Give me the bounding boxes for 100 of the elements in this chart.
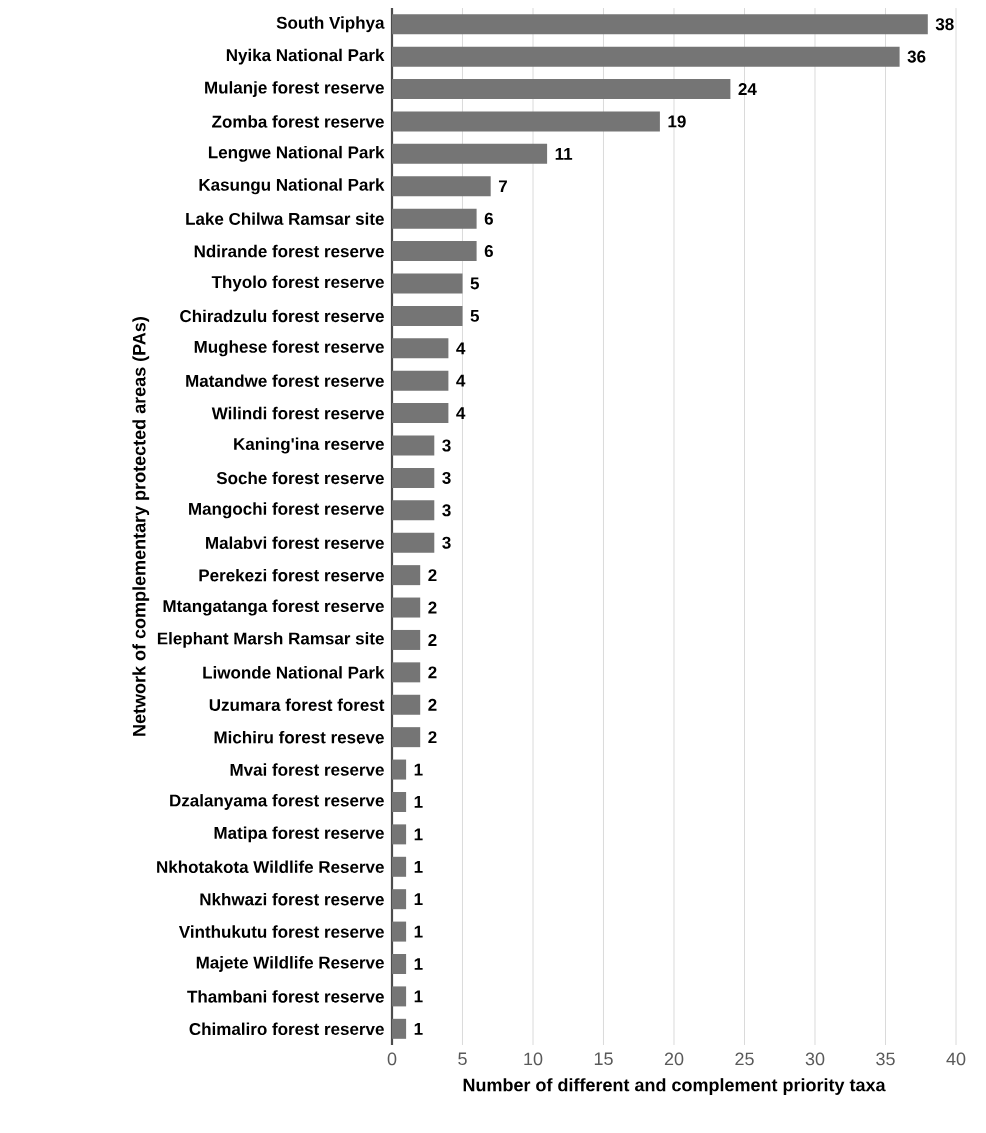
y-tick-label: Thambani forest reserve <box>187 990 384 1003</box>
bar <box>392 694 421 715</box>
data-label: 3 <box>442 439 451 452</box>
bar <box>392 403 449 424</box>
bar <box>392 46 900 67</box>
data-label: 1 <box>414 796 423 808</box>
y-tick-label: Mvai forest reserve <box>230 763 384 776</box>
bar <box>392 467 435 488</box>
bar <box>392 986 407 1007</box>
bar <box>392 208 477 229</box>
x-tick-label: 40 <box>946 1052 966 1066</box>
x-tick-label: 0 <box>387 1052 397 1066</box>
y-tick-label: Majete Wildlife Reserve <box>196 956 384 972</box>
bar <box>392 856 407 877</box>
data-label: 1 <box>414 860 423 873</box>
data-label: 11 <box>555 148 573 160</box>
y-tick-label: Nyika National Park <box>226 48 385 65</box>
data-label: 1 <box>414 893 423 906</box>
data-label: 19 <box>668 115 686 128</box>
y-tick-label: Perekezi forest reserve <box>199 568 384 582</box>
y-tick-label: Mughese forest reserve <box>194 340 384 357</box>
y-tick-label: Kaning'ina reserve <box>234 437 384 454</box>
y-tick-label: Kasungu National Park <box>199 178 385 195</box>
bar <box>392 565 421 586</box>
y-tick-label: Lake Chilwa Ramsar site <box>186 212 384 225</box>
bar <box>392 1018 407 1039</box>
y-tick-label: Elephant Marsh Ramsar site <box>157 632 384 648</box>
y-tick-label: Soche forest reserve <box>216 471 384 485</box>
bar <box>392 338 449 359</box>
bar <box>392 14 928 35</box>
bar <box>392 532 435 553</box>
y-tick-label: Matandwe forest reserve <box>186 374 384 387</box>
bar <box>392 500 435 521</box>
data-label: 6 <box>484 245 493 258</box>
bar <box>392 727 421 748</box>
y-tick-label: Mtangatanga forest reserve <box>163 599 384 616</box>
bar <box>392 824 407 845</box>
y-tick-label: Chiradzulu forest reserve <box>180 309 384 323</box>
y-tick-label: Mangochi forest reserve <box>189 502 384 519</box>
data-label: 3 <box>442 536 451 549</box>
bar <box>392 79 731 100</box>
data-label: 1 <box>414 763 423 776</box>
y-tick-label: Nkhwazi forest reserve <box>200 892 384 906</box>
data-label: 2 <box>428 698 437 711</box>
bar <box>392 629 421 650</box>
y-tick-label: Liwonde National Park <box>203 666 385 679</box>
bar <box>392 954 407 974</box>
data-label: 2 <box>428 731 437 744</box>
bar <box>392 597 421 618</box>
data-label: 1 <box>414 958 423 970</box>
bar <box>392 176 491 197</box>
data-label: 2 <box>428 666 437 679</box>
y-tick-label: Vinthukutu forest reserve <box>178 925 384 938</box>
bar <box>392 791 407 812</box>
y-tick-label: Thyolo forest reserve <box>211 275 384 292</box>
x-tick-label: 25 <box>735 1052 754 1066</box>
bar <box>392 111 660 132</box>
x-tick-label: 15 <box>594 1052 613 1066</box>
x-tick-label: 5 <box>458 1052 467 1066</box>
data-label: 24 <box>738 83 757 95</box>
x-tick-label: 10 <box>524 1052 543 1066</box>
y-tick-label: Ndirande forest reserve <box>194 244 384 258</box>
bar <box>392 435 435 456</box>
y-tick-label: Matipa forest reserve <box>214 826 384 843</box>
y-tick-label: Zomba forest reserve <box>212 115 384 128</box>
bar <box>392 759 407 780</box>
data-label: 1 <box>414 925 423 938</box>
y-tick-label: Malabvi forest reserve <box>206 536 384 549</box>
bar <box>392 921 407 942</box>
data-label: 3 <box>442 504 451 517</box>
bar <box>392 662 421 683</box>
data-label: 5 <box>470 309 480 322</box>
data-label: 7 <box>498 180 507 193</box>
data-label: 1 <box>414 1022 423 1035</box>
data-label: 38 <box>935 18 954 31</box>
bar <box>392 241 477 262</box>
x-tick-label: 30 <box>805 1052 825 1066</box>
y-tick-label: Lengwe National Park <box>208 145 385 162</box>
bar <box>392 305 463 326</box>
data-label: 2 <box>428 569 437 582</box>
bar <box>392 273 463 294</box>
x-tick-label: 20 <box>664 1052 684 1066</box>
data-label: 1 <box>414 990 423 1003</box>
data-label: 4 <box>456 407 466 419</box>
y-tick-label: Mulanje forest reserve <box>205 81 384 97</box>
y-axis-title: Network of complementary protected areas (PAs) <box>132 317 150 736</box>
y-tick-label: Michiru forest reseve <box>214 730 384 744</box>
x-tick-label: 35 <box>876 1052 895 1066</box>
bar <box>392 889 407 910</box>
data-label: 2 <box>428 634 437 646</box>
data-label: 4 <box>456 342 466 355</box>
data-label: 3 <box>442 471 451 484</box>
y-tick-label: Nkhotakota Wildlife Reserve <box>157 860 384 874</box>
data-label: 1 <box>414 828 423 841</box>
bar <box>392 143 548 164</box>
data-label: 4 <box>456 374 466 387</box>
bar <box>392 370 449 391</box>
y-tick-label: Wilindi forest reserve <box>211 406 384 420</box>
y-tick-label: South Viphya <box>276 16 385 33</box>
y-tick-label: Dzalanyama forest reserve <box>170 794 384 810</box>
